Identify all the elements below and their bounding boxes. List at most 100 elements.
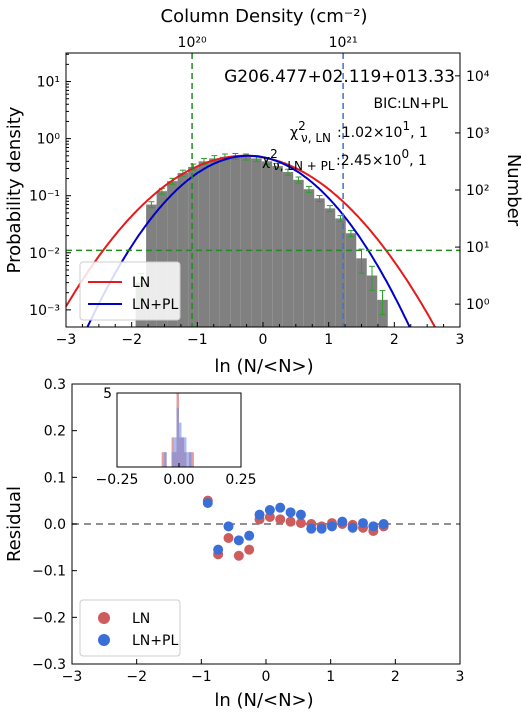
inset-bar-lnplpl	[179, 422, 182, 467]
residual-point-lnplpl	[233, 535, 244, 546]
x-axis-label-bottom: ln (N/<N>)	[214, 690, 313, 711]
inset-bar-lnplpl	[188, 452, 192, 467]
model-curve-lnplpl	[86, 154, 411, 327]
x-tick-label: 0	[262, 669, 271, 685]
residual-point-ln	[285, 516, 296, 527]
svg-text::1.02×101, 1: :1.02×101, 1	[337, 119, 428, 141]
hist-bar	[251, 158, 262, 327]
inset-x-tick-label: 0.25	[225, 472, 256, 488]
residual-point-ln	[295, 518, 306, 529]
inset-bar-lnplpl	[176, 407, 179, 467]
inset-y-tick-label: 5	[103, 386, 112, 402]
inset-bar-lnplpl	[186, 452, 189, 467]
y-axis-label-right: Number	[503, 154, 522, 227]
hist-bar	[261, 161, 273, 327]
legend-ln-label: LN	[132, 275, 150, 291]
x-tick-label: −3	[62, 669, 83, 685]
legend-box	[79, 261, 181, 321]
residual-point-lnplpl	[213, 544, 224, 555]
top-tick-label: 10²⁰	[178, 35, 207, 51]
y-tick-label: 0.3	[44, 377, 66, 393]
y-axis-label-residual: Residual	[4, 486, 25, 562]
svg-text:ν, LN + PL: ν, LN + PL	[273, 159, 335, 173]
y-tick-label-left: 10⁻³	[29, 303, 60, 319]
hist-bar	[177, 172, 189, 327]
hist-bar	[209, 158, 220, 327]
residual-point-lnplpl	[347, 522, 358, 533]
hist-bar	[303, 189, 315, 327]
legend-lnpl-marker	[98, 634, 110, 646]
residual-inset: −0.25 0.00 0.25 5	[96, 386, 257, 488]
hist-bar	[345, 233, 357, 327]
hist-bar	[293, 179, 304, 327]
y-tick-label: 0.0	[44, 517, 66, 533]
hist-bar	[167, 181, 178, 327]
y-tick-label-left: 10¹	[37, 75, 60, 91]
y-tick-label: −0.2	[32, 610, 66, 626]
x-tick-label: 1	[324, 332, 333, 348]
svg-text:χ2: χ2	[262, 147, 278, 169]
hist-bar	[272, 166, 283, 327]
hist-bar	[240, 156, 252, 327]
chi-ln-annotation: χ2 ν, LN :1.02×101, 1	[290, 119, 428, 145]
y-tick-label: −0.3	[32, 657, 66, 673]
x-tick-label: 3	[456, 669, 465, 685]
x-tick-label: 1	[326, 669, 335, 685]
hist-bar	[356, 258, 367, 327]
pdf-panel: Column Density (cm⁻²) 10²⁰ 10²¹ −3 −2 −1 0 1 2…	[4, 6, 522, 377]
y-tick-label-left: 10⁻²	[29, 246, 60, 262]
x-tick-label: 3	[456, 332, 465, 348]
top-axis-ticks: 10²⁰ 10²¹	[178, 35, 358, 58]
x-tick-label: 2	[391, 669, 400, 685]
hist-bar	[366, 275, 378, 327]
chi-lnpl-annotation: χ2 ν, LN + PL :2.45×100, 1	[262, 147, 427, 173]
y-tick-label: −0.1	[32, 564, 66, 580]
inset-bar-lnplpl	[171, 452, 175, 467]
residual-point-lnplpl	[295, 509, 306, 520]
inset-bar-ln	[191, 452, 194, 467]
x-axis-label-top: ln (N/<N>)	[214, 356, 313, 377]
residual-point-lnplpl	[285, 507, 296, 518]
inset-x-tick-label: −0.25	[96, 472, 139, 488]
residual-point-lnplpl	[202, 498, 213, 508]
y-tick-label-right: 10⁰	[466, 297, 490, 313]
residual-point-ln	[223, 533, 234, 543]
residual-point-lnplpl	[223, 521, 234, 532]
hist-bar	[230, 156, 241, 327]
residual-point-lnplpl	[306, 523, 317, 534]
inset-bar-ln	[161, 452, 165, 467]
residual-point-lnplpl	[368, 521, 379, 532]
hist-bar	[335, 218, 346, 327]
legend-lnpl-label: LN+PL	[132, 297, 178, 313]
hist-bar	[282, 172, 294, 327]
y-tick-label-right: 10³	[466, 126, 489, 142]
residual-legend: LN LN+PL	[79, 599, 181, 657]
x-tick-label: −1	[187, 332, 208, 348]
hist-bar	[324, 208, 336, 327]
hist-bar	[188, 166, 199, 327]
y-tick-label: 0.2	[44, 424, 66, 440]
y-tick-label-right: 10⁴	[466, 69, 490, 85]
svg-text:χ2: χ2	[290, 119, 306, 141]
hist-bar	[314, 198, 325, 327]
top-tick-label: 10²¹	[329, 35, 358, 51]
residual-point-lnplpl	[378, 519, 389, 529]
source-title: G206.477+02.119+013.33	[224, 67, 455, 87]
x-tick-label: −3	[56, 332, 77, 348]
x-tick-label: 0	[259, 332, 268, 348]
pdf-plot-area: −3 −2 −1 0 1 2 3 10⁻³ 10⁻² 10⁻¹ 10⁰ 10¹ 10⁰ 10¹ 10² 10³…	[29, 52, 490, 348]
svg-text::2.45×100, 1: :2.45×100, 1	[336, 147, 427, 169]
y-tick-label-left: 10⁰	[37, 132, 61, 148]
x-tick-label: −2	[126, 669, 147, 685]
legend-lnpl-label: LN+PL	[132, 633, 178, 649]
x-tick-label: −2	[121, 332, 142, 348]
residual-point-ln	[233, 550, 244, 561]
hist-bar	[219, 156, 231, 327]
residual-point-lnplpl	[254, 509, 265, 520]
residual-point-lnplpl	[244, 530, 255, 541]
inset-bar-lnplpl	[183, 437, 187, 467]
residual-point-lnplpl	[358, 518, 368, 529]
legend-ln-marker	[98, 612, 110, 624]
bic-label: BIC:LN+PL	[374, 96, 449, 112]
